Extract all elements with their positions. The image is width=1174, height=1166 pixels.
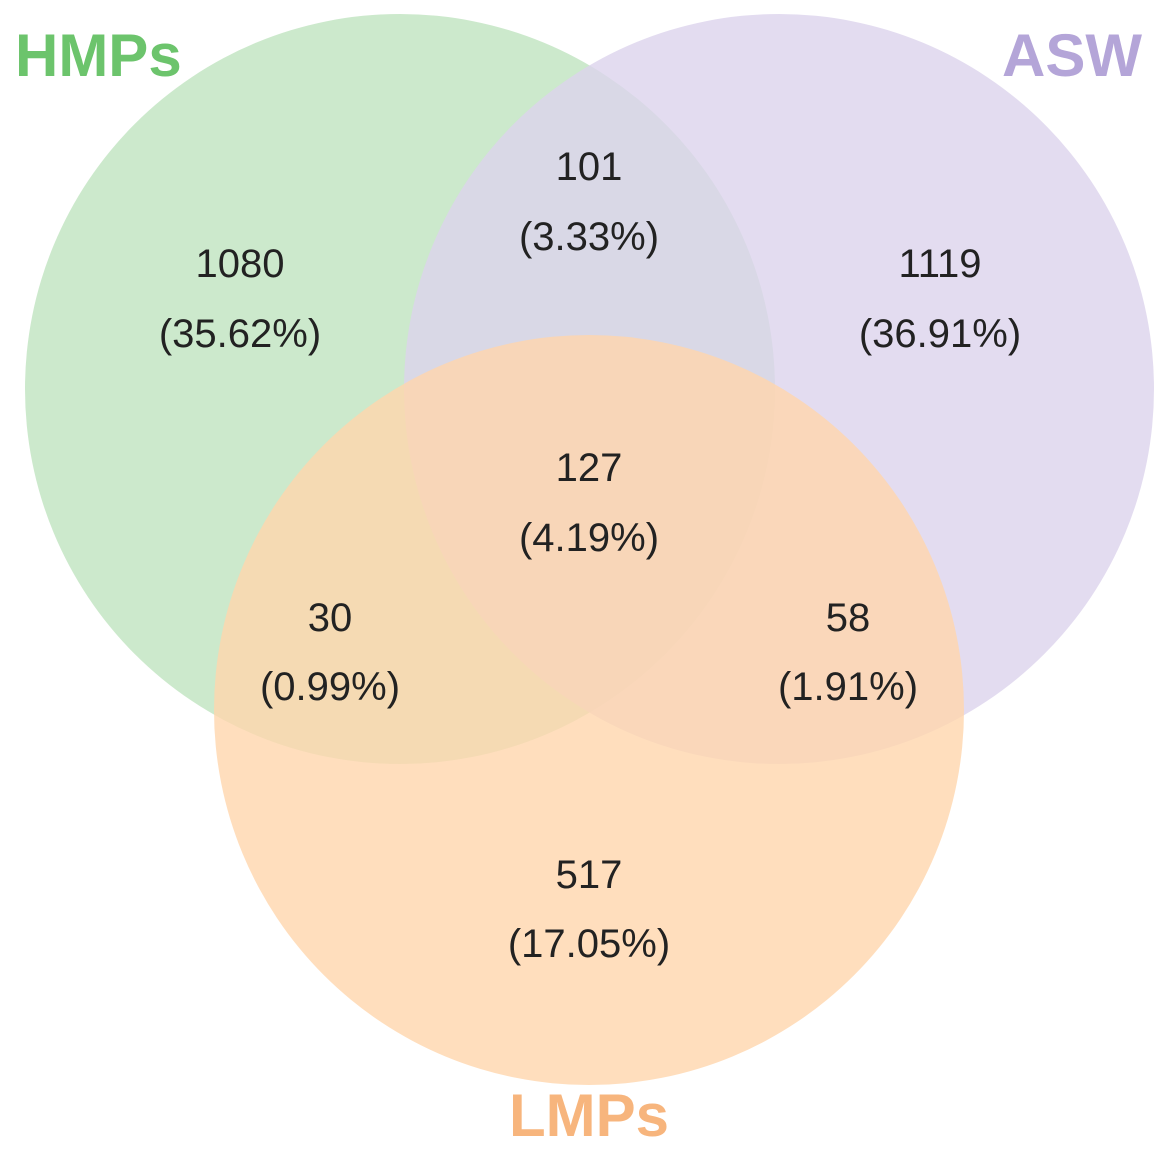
region-percent: (0.99%) — [260, 665, 400, 709]
region-percent: (1.91%) — [778, 665, 918, 709]
region-count: 1080 — [196, 242, 285, 286]
region-count: 58 — [826, 596, 871, 640]
region-percent: (4.19%) — [519, 516, 659, 560]
region-percent: (35.62%) — [159, 312, 321, 356]
region-count: 517 — [556, 853, 623, 897]
region-percent: (36.91%) — [859, 312, 1021, 356]
lmps-circle — [214, 335, 964, 1085]
circles — [25, 14, 1154, 1085]
region-asw-only: 1119 (36.91%) — [859, 242, 1021, 356]
region-hmps-only: 1080 (35.62%) — [159, 242, 321, 356]
region-hmps-asw: 101 (3.33%) — [519, 145, 659, 259]
region-count: 30 — [308, 596, 353, 640]
region-percent: (3.33%) — [519, 215, 659, 259]
region-all: 127 (4.19%) — [519, 446, 659, 560]
region-hmps-lmps: 30 (0.99%) — [260, 596, 400, 709]
lmps-set-label: LMPs — [509, 1082, 669, 1149]
region-count: 101 — [556, 145, 623, 189]
region-lmps-only: 517 (17.05%) — [508, 853, 670, 966]
region-percent: (17.05%) — [508, 922, 670, 966]
region-asw-lmps: 58 (1.91%) — [778, 596, 918, 709]
asw-set-label: ASW — [1002, 22, 1142, 89]
region-count: 1119 — [898, 242, 981, 286]
hmps-set-label: HMPs — [15, 22, 182, 89]
region-count: 127 — [556, 446, 623, 490]
